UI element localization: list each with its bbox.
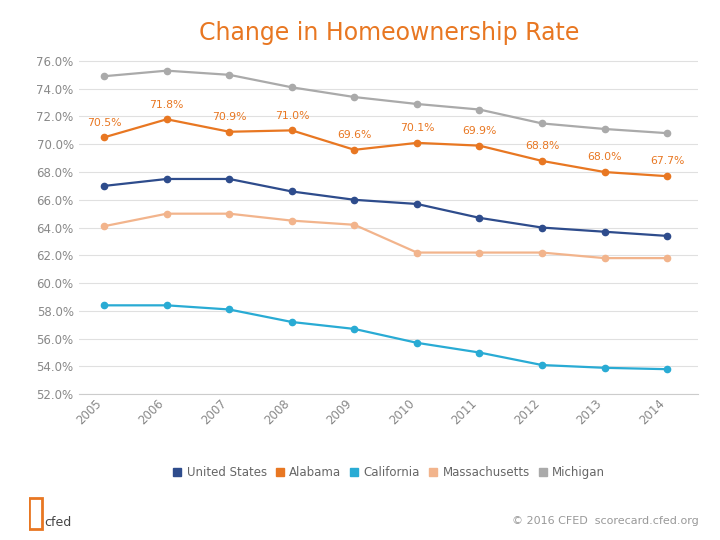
Bar: [29, 498, 42, 529]
Text: 71.8%: 71.8%: [150, 99, 184, 110]
Text: 70.5%: 70.5%: [87, 118, 122, 127]
Text: 71.0%: 71.0%: [274, 111, 309, 120]
Text: © 2016 CFED  scorecard.cfed.org: © 2016 CFED scorecard.cfed.org: [512, 516, 698, 526]
Text: 70.9%: 70.9%: [212, 112, 246, 122]
Text: 68.8%: 68.8%: [525, 141, 559, 151]
Text: cfed: cfed: [44, 516, 71, 529]
Text: 69.9%: 69.9%: [462, 126, 497, 136]
Title: Change in Homeownership Rate: Change in Homeownership Rate: [199, 21, 579, 45]
Text: 68.0%: 68.0%: [588, 152, 622, 163]
Text: 67.7%: 67.7%: [650, 157, 684, 166]
Legend: United States, Alabama, California, Massachusetts, Michigan: United States, Alabama, California, Mass…: [168, 461, 610, 484]
Text: 69.6%: 69.6%: [337, 130, 372, 140]
Text: 70.1%: 70.1%: [400, 123, 434, 133]
